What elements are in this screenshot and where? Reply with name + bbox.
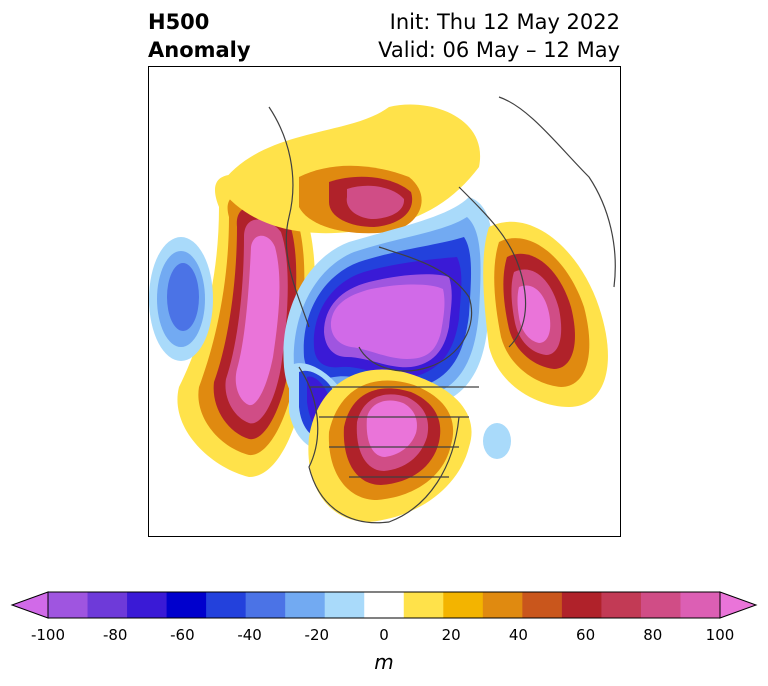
colorbar-tick-label: -60 — [170, 626, 195, 644]
map-dates: Init: Thu 12 May 2022 Valid: 06 May – 12… — [378, 8, 620, 64]
colorbar-segment — [680, 592, 721, 618]
colorbar-segment — [601, 592, 642, 618]
colorbar-tick-label: 40 — [508, 626, 528, 644]
colorbar-tick-label: 0 — [379, 626, 389, 644]
colorbar-tick-label: -20 — [304, 626, 330, 644]
valid-label: Valid: 06 May – 12 May — [378, 38, 620, 62]
anomaly-map — [148, 66, 621, 537]
title-line-1: H500 — [148, 10, 210, 34]
colorbar-segment — [522, 592, 563, 618]
colorbar-segment — [403, 592, 444, 618]
coastlines — [268, 96, 616, 524]
eastern-ridge-anomaly — [308, 369, 472, 522]
colorbar-tick-label: 80 — [643, 626, 663, 644]
pacific-ridge-anomaly — [177, 174, 315, 477]
colorbar-segment — [87, 592, 128, 618]
colorbar-extend-low — [10, 591, 49, 619]
colorbar-segment — [640, 592, 681, 618]
european-ridge-anomaly — [483, 221, 608, 407]
atlantic-trough-anomaly — [483, 423, 511, 459]
pacific-trough-anomaly — [149, 237, 213, 361]
colorbar-segment — [166, 592, 207, 618]
colorbar-tick-label: -100 — [30, 626, 66, 644]
colorbar-tick-label: 100 — [705, 626, 735, 644]
colorbar-segment — [482, 592, 523, 618]
map-canvas — [149, 96, 616, 524]
colorbar-segment — [443, 592, 484, 618]
colorbar-segment — [561, 592, 602, 618]
colorbar-segment — [48, 592, 89, 618]
colorbar-segment — [127, 592, 168, 618]
colorbar-segment — [245, 592, 286, 618]
colorbar-extend-high — [719, 591, 758, 619]
colorbar — [10, 591, 758, 619]
map-title: H500 Anomaly — [148, 8, 251, 64]
colorbar-outline — [47, 591, 721, 619]
colorbar-segment — [206, 592, 247, 618]
colorbar-tick-label: 20 — [441, 626, 461, 644]
colorbar-segment — [364, 592, 405, 618]
polar-trough-anomaly — [283, 197, 493, 408]
colorbar-segment — [285, 592, 326, 618]
colorbar-tick-label: -80 — [102, 626, 128, 644]
colorbar-tick-label: 60 — [576, 626, 596, 644]
colorbar-segment — [324, 592, 365, 618]
colorbar-unit: m — [374, 650, 394, 674]
colorbar-tick-label: -40 — [237, 626, 262, 644]
title-line-2: Anomaly — [148, 38, 251, 62]
init-label: Init: Thu 12 May 2022 — [389, 10, 620, 34]
arctic-ridge-anomaly — [219, 104, 481, 234]
